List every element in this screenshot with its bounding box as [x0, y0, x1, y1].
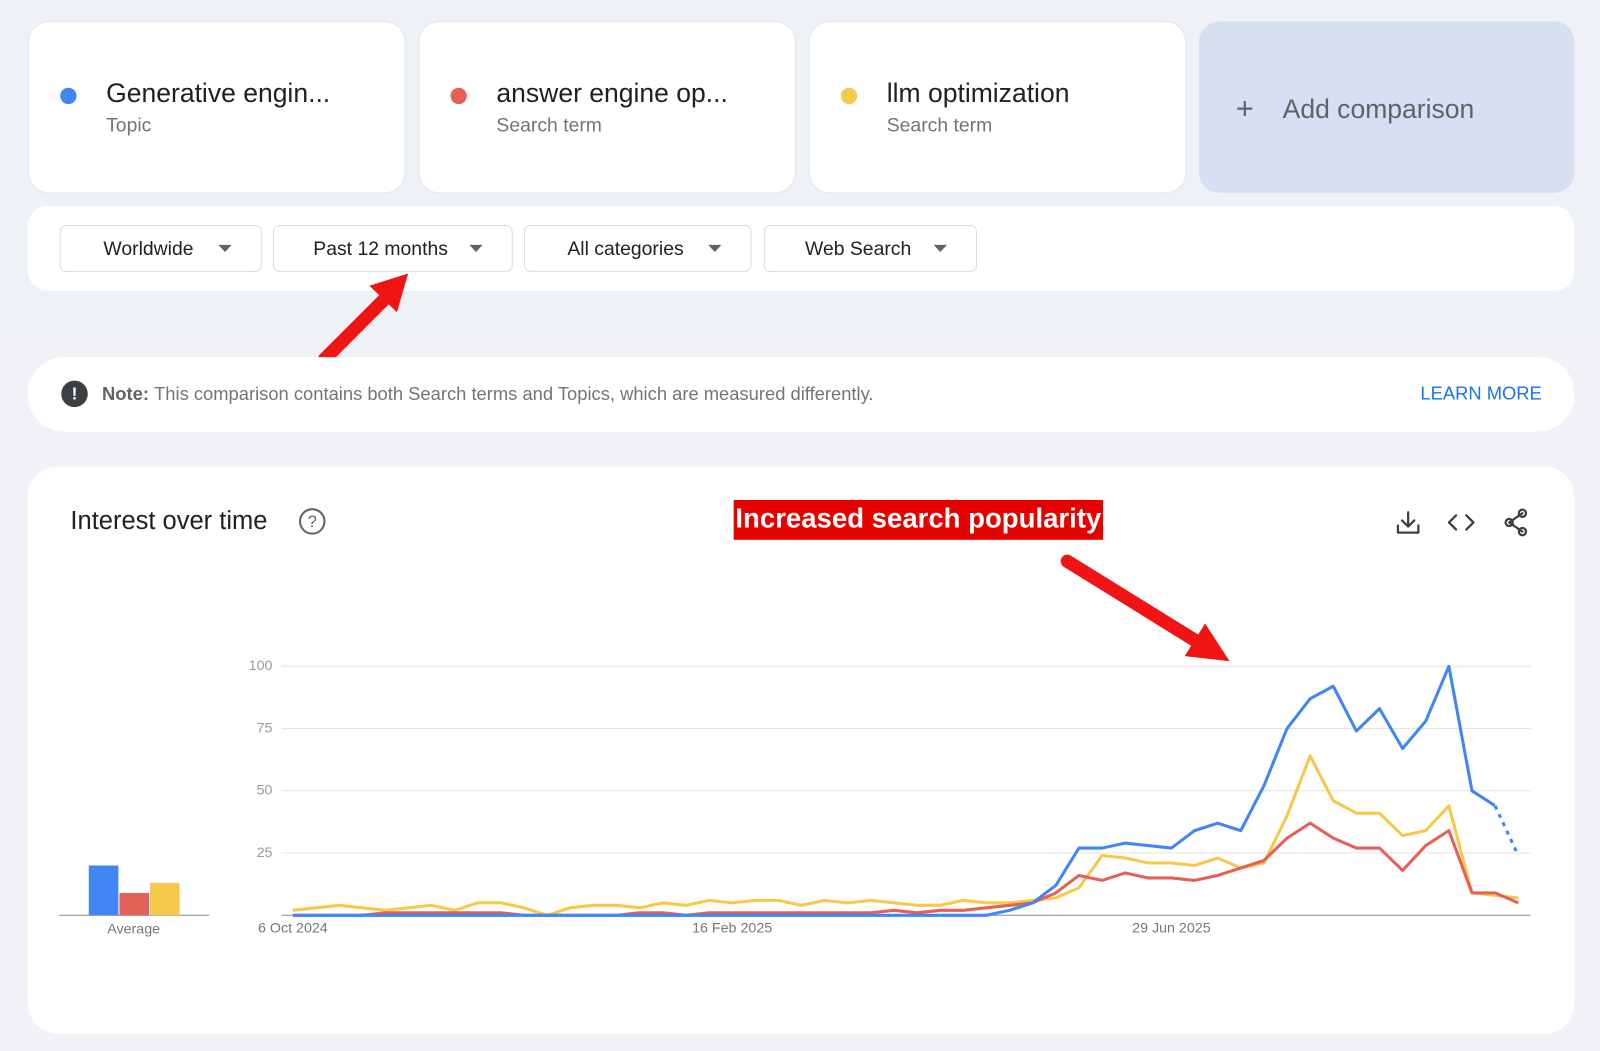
chart-title: Interest over time	[70, 507, 267, 535]
annotation-box	[733, 499, 1104, 540]
legend-dot	[60, 87, 77, 105]
average-bar	[88, 865, 119, 916]
download-icon[interactable]	[1396, 511, 1420, 534]
dropdown-caret	[469, 244, 483, 253]
dropdown-caret	[933, 244, 947, 253]
x-tick-label: 16 Feb 2025	[692, 920, 772, 936]
dropdown-caret	[708, 244, 722, 253]
average-bar	[150, 882, 180, 916]
annotation-arrow	[317, 291, 393, 366]
term-kind: Search term	[496, 115, 602, 137]
note-text: This comparison contains both Search ter…	[154, 383, 873, 404]
legend-dot	[840, 87, 858, 105]
term-name: Generative engin...	[106, 78, 330, 108]
filter-label: All categories	[567, 238, 683, 260]
plus-icon: +	[1236, 91, 1254, 125]
term-kind: Topic	[106, 115, 152, 137]
filter-label: Web Search	[805, 238, 911, 260]
annotation-text: Increased search popularity	[735, 503, 1102, 534]
note: Note: This comparison contains both Searc…	[102, 383, 873, 404]
share-icon-node	[1517, 508, 1528, 518]
filter-button[interactable]	[272, 224, 513, 272]
filter-button[interactable]	[59, 224, 262, 272]
dropdown-caret	[218, 244, 232, 253]
help-icon-mark: ?	[308, 513, 317, 531]
x-tick-label: 29 Jun 2025	[1132, 920, 1211, 936]
learn-more-link[interactable]: LEARN MORE	[1420, 383, 1541, 404]
help-icon[interactable]	[298, 508, 326, 535]
annotation-arrow-head	[369, 273, 409, 313]
embed-icon[interactable]	[1447, 514, 1475, 531]
filter-button[interactable]	[763, 224, 978, 272]
y-tick-label: 100	[249, 658, 273, 674]
note-panel	[27, 357, 1575, 432]
annotation-arrow-head	[1184, 623, 1230, 662]
term-card[interactable]	[808, 20, 1187, 194]
y-tick-label: 75	[257, 720, 273, 736]
filter-bar: Worldwide Past 12 months All categories Web…	[59, 224, 978, 272]
average-label: Average	[107, 921, 160, 937]
term-kind: Search term	[887, 115, 993, 137]
note-icon	[61, 380, 88, 408]
average-bar	[119, 892, 149, 916]
note-label: Note:	[102, 383, 149, 404]
series-line	[292, 754, 1519, 917]
filter-button[interactable]	[523, 224, 752, 272]
add-comparison-card[interactable]	[1198, 21, 1575, 193]
x-tick-label: 6 Oct 2024	[258, 920, 328, 936]
legend-dot	[450, 87, 467, 105]
note-icon-mark: !	[72, 383, 78, 403]
filter-label: Past 12 months	[313, 238, 448, 260]
term-cards: Generative engin... Topic answer engine op…	[28, 20, 1187, 194]
share-icon-node	[1517, 526, 1528, 537]
share-icon[interactable]	[1508, 512, 1524, 533]
term-name: answer engine op...	[496, 78, 727, 108]
annotation-arrow	[1060, 554, 1206, 650]
share-icon-node	[1504, 517, 1514, 528]
y-tick-label: 25	[257, 845, 273, 861]
term-card[interactable]	[28, 20, 406, 194]
term-card[interactable]	[418, 20, 796, 194]
series-line	[292, 821, 1519, 917]
y-tick-label: 50	[257, 783, 273, 799]
add-comparison-label[interactable]: Add comparison	[1283, 94, 1475, 124]
term-name: llm optimization	[887, 78, 1070, 108]
plot: 25 50 75 100 6 Oct 2024 16 Feb 2025 29 Jun 202…	[59, 658, 1531, 937]
chart-card	[27, 466, 1575, 1034]
filter-label: Worldwide	[103, 238, 193, 260]
chart-actions	[1396, 508, 1528, 537]
series-line	[292, 664, 1496, 917]
